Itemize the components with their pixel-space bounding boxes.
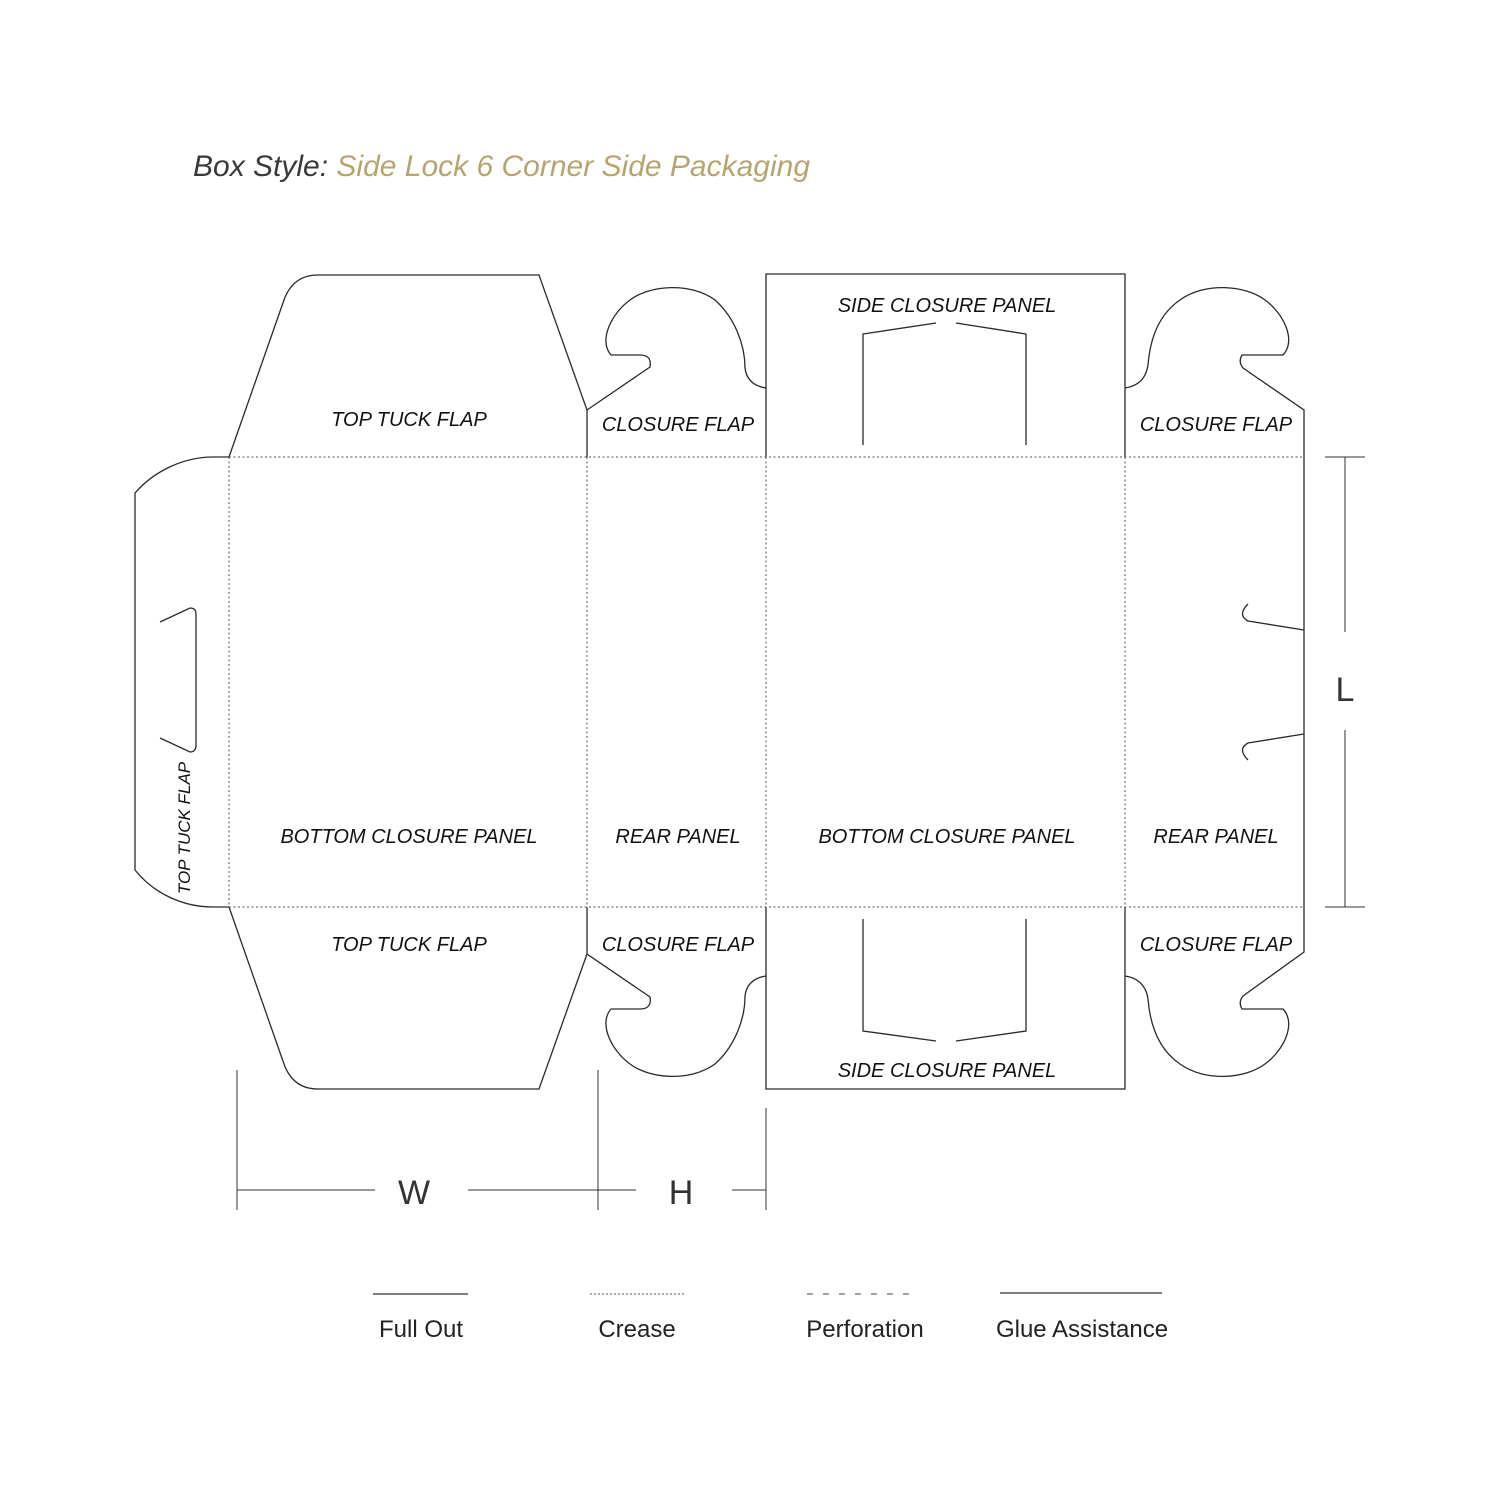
label-side-closure-panel-bottom: SIDE CLOSURE PANEL	[838, 1060, 1057, 1082]
label-bottom-closure-panel-1: BOTTOM CLOSURE PANEL	[280, 826, 537, 848]
lock-slit-upper	[1241, 603, 1305, 631]
legend-crease-label: Crease	[598, 1316, 675, 1343]
side-closure-tab-bottom	[862, 919, 1027, 1042]
legend-full-out-label: Full Out	[379, 1316, 463, 1343]
label-closure-flap-2: CLOSURE FLAP	[1140, 414, 1293, 436]
side-closure-panel-bottom-outline	[765, 907, 1126, 1090]
lock-slit-lower	[1241, 733, 1305, 761]
closure-flap-2-upper-outline	[1124, 286, 1305, 457]
legend: Full Out Crease Perforation Glue Assista…	[373, 1292, 1168, 1343]
legend-glue-assistance-label: Glue Assistance	[996, 1316, 1168, 1343]
closure-flap-1-lower-outline	[586, 907, 767, 1078]
closure-flap-2-lower-outline	[1124, 907, 1305, 1078]
label-closure-flap-1: CLOSURE FLAP	[602, 414, 755, 436]
panel-labels: TOP TUCK FLAP CLOSURE FLAP SIDE CLOSURE …	[175, 295, 1293, 1082]
label-closure-flap-4: CLOSURE FLAP	[1140, 934, 1293, 956]
dimension-h-label: H	[669, 1174, 694, 1212]
top-tuck-flap-side-outline	[134, 456, 229, 908]
label-top-tuck-flap-side: TOP TUCK FLAP	[175, 761, 194, 894]
side-closure-panel-top-outline	[765, 273, 1126, 457]
label-top-tuck-flap-upper: TOP TUCK FLAP	[331, 409, 487, 431]
label-bottom-closure-panel-2: BOTTOM CLOSURE PANEL	[818, 826, 1075, 848]
dimension-markers: W H L	[236, 456, 1365, 1212]
label-rear-panel-1: REAR PANEL	[615, 826, 740, 848]
label-closure-flap-3: CLOSURE FLAP	[602, 934, 755, 956]
dimension-l-label: L	[1336, 671, 1355, 709]
label-side-closure-panel-top: SIDE CLOSURE PANEL	[838, 295, 1057, 317]
box-style-title: Box Style: Side Lock 6 Corner Side Packa…	[193, 150, 810, 184]
box-style-name: Side Lock 6 Corner Side Packaging	[336, 150, 811, 183]
dimension-w-label: W	[398, 1174, 430, 1212]
crease-lines	[228, 456, 1304, 908]
label-rear-panel-2: REAR PANEL	[1153, 826, 1278, 848]
label-top-tuck-flap-lower: TOP TUCK FLAP	[331, 934, 487, 956]
title-prefix: Box Style:	[193, 150, 329, 183]
closure-flap-1-upper-outline	[586, 286, 767, 411]
side-tuck-slot	[159, 607, 197, 753]
cut-lines	[134, 273, 1305, 1090]
top-tuck-flap-upper-outline	[228, 274, 588, 458]
side-closure-tab-top	[862, 322, 1027, 445]
top-tuck-flap-lower-outline	[228, 906, 588, 1090]
legend-perforation-label: Perforation	[806, 1316, 923, 1343]
